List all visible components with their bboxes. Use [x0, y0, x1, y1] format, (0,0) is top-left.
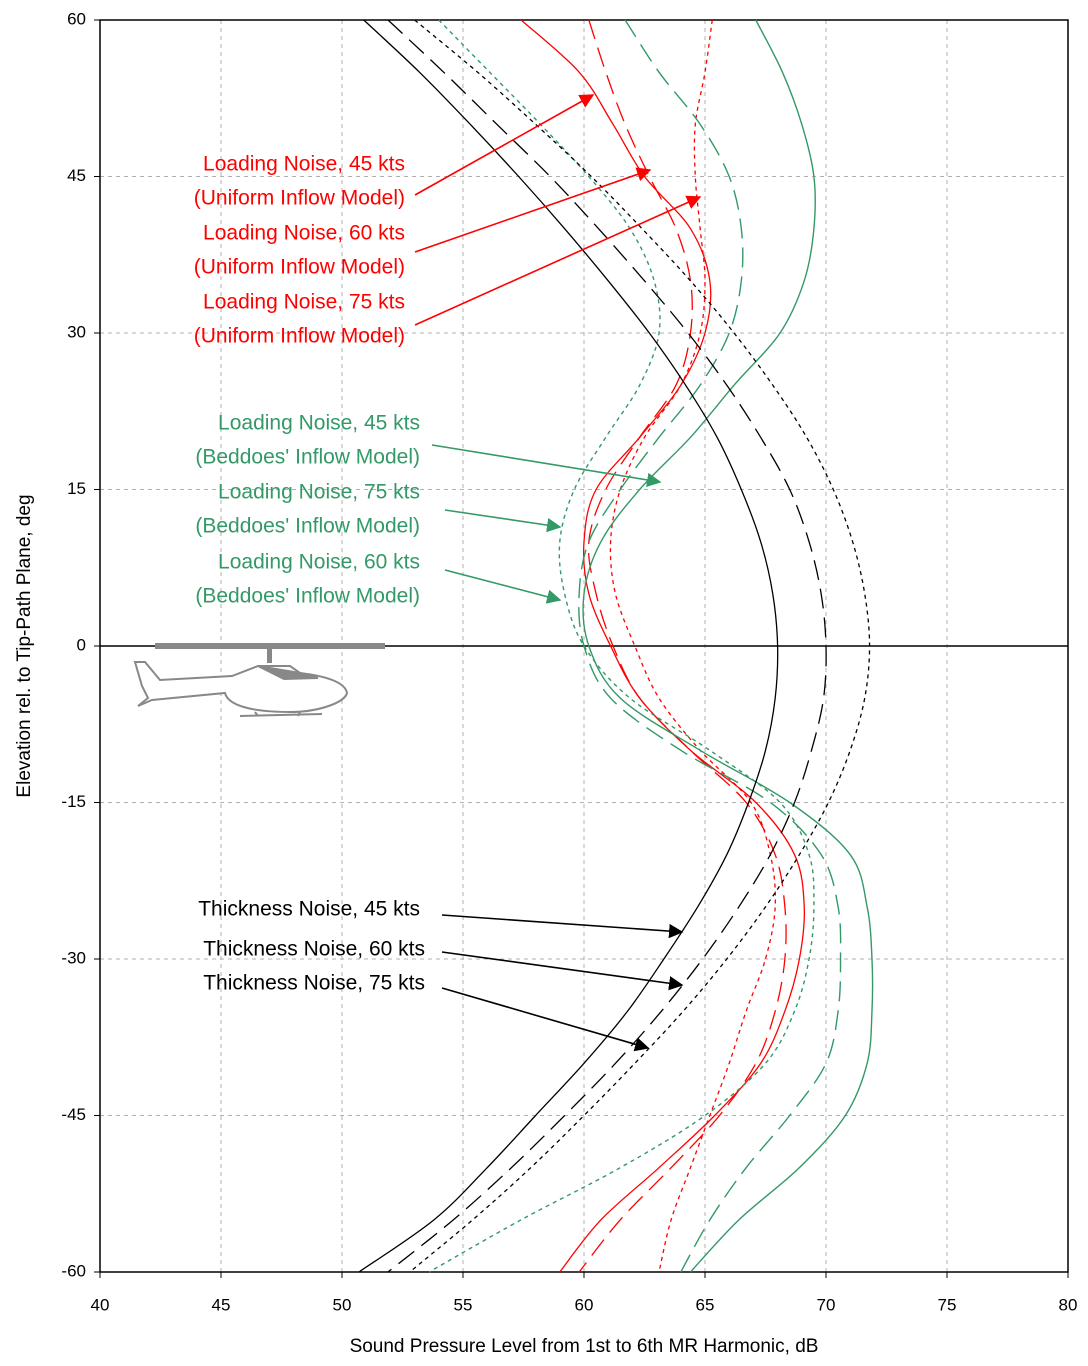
series-label: Loading Noise, 75 kts: [203, 291, 405, 314]
series-line: [609, 19, 777, 1273]
y-tick-label: -60: [61, 1261, 86, 1280]
series-label-line2: (Beddoes' Inflow Model): [195, 515, 420, 538]
series-line: [387, 19, 827, 1273]
series-label-line2: (Uniform Inflow Model): [194, 256, 405, 279]
y-tick-label: -45: [61, 1105, 86, 1124]
annotations: Loading Noise, 45 kts (Uniform Inflow Mod…: [194, 94, 702, 1052]
y-axis-title: Elevation rel. to Tip-Path Plane, deg: [14, 494, 35, 797]
series-line: [520, 19, 806, 1273]
series-label-line2: (Uniform Inflow Model): [194, 325, 405, 348]
series-label: Loading Noise, 75 kts: [218, 481, 420, 504]
series-label: Loading Noise, 60 kts: [203, 222, 405, 245]
annotation-arrow: [414, 94, 595, 196]
x-tick-label: 65: [696, 1295, 715, 1314]
annotation-arrow: [441, 914, 684, 939]
series-label: Thickness Noise, 45 kts: [198, 898, 420, 921]
x-tick-label: 40: [91, 1295, 110, 1314]
grid: [94, 19, 1069, 1278]
x-tick-label: 45: [212, 1295, 231, 1314]
annotation-arrow: [441, 987, 650, 1052]
y-tick-label: 0: [77, 635, 86, 654]
x-tick-label: 80: [1059, 1295, 1078, 1314]
series-line: [358, 19, 779, 1273]
series-line: [409, 19, 871, 1273]
x-tick-label: 75: [938, 1295, 957, 1314]
series-label: Thickness Noise, 75 kts: [203, 972, 425, 995]
annotation-arrow: [431, 444, 662, 488]
x-axis-title: Sound Pressure Level from 1st to 6th MR …: [350, 1336, 819, 1357]
y-tick-label: 60: [67, 9, 86, 28]
annotation-arrow: [444, 509, 562, 533]
series-line: [578, 19, 842, 1273]
x-tick-label: 70: [817, 1295, 836, 1314]
series-label-line2: (Beddoes' Inflow Model): [195, 585, 420, 608]
series-label-line2: (Uniform Inflow Model): [194, 187, 405, 210]
y-tick-label: 45: [67, 166, 86, 185]
series-label: Thickness Noise, 60 kts: [203, 938, 425, 961]
annotation-arrow: [414, 167, 652, 253]
series-line: [582, 19, 874, 1273]
x-tick-label: 60: [575, 1295, 594, 1314]
y-tick-label: 15: [67, 479, 86, 498]
annotation-arrow: [414, 195, 702, 326]
plot-border: [99, 19, 1069, 1273]
series-line: [578, 19, 787, 1273]
y-tick-label: -15: [61, 792, 86, 811]
x-tick-label: 50: [333, 1295, 352, 1314]
series-label: Loading Noise, 60 kts: [218, 551, 420, 574]
series-label: Loading Noise, 45 kts: [203, 153, 405, 176]
annotation-arrow: [441, 951, 684, 991]
series-label: Loading Noise, 45 kts: [218, 412, 420, 435]
helicopter-icon: [133, 643, 385, 717]
x-tick-label: 55: [454, 1295, 473, 1314]
annotation-arrow: [444, 569, 562, 604]
y-tick-label: -30: [61, 948, 86, 967]
y-tick-label: 30: [67, 322, 86, 341]
series-group: [358, 19, 874, 1273]
series-label-line2: (Beddoes' Inflow Model): [195, 446, 420, 469]
